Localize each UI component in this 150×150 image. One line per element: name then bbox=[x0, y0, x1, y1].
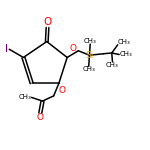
Text: CH₃: CH₃ bbox=[119, 51, 132, 57]
Text: O: O bbox=[58, 86, 65, 95]
Text: CH₃: CH₃ bbox=[106, 62, 119, 68]
Text: I: I bbox=[5, 44, 8, 54]
Text: CH₃: CH₃ bbox=[84, 38, 97, 44]
Text: O: O bbox=[37, 113, 44, 122]
Text: CH₃: CH₃ bbox=[82, 66, 95, 72]
Text: O: O bbox=[43, 17, 52, 27]
Text: CH₃: CH₃ bbox=[118, 39, 130, 45]
Text: O: O bbox=[70, 44, 77, 53]
Text: CH₃: CH₃ bbox=[19, 94, 31, 100]
Text: Si: Si bbox=[85, 51, 94, 60]
